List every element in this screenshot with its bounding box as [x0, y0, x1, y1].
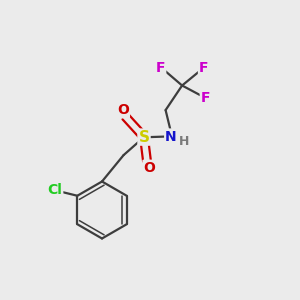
Text: H: H — [179, 135, 190, 148]
Text: N: N — [165, 130, 177, 143]
Text: O: O — [143, 161, 155, 175]
Text: S: S — [139, 130, 149, 145]
Text: F: F — [156, 61, 165, 74]
Text: O: O — [117, 103, 129, 117]
Text: F: F — [201, 91, 210, 104]
Text: Cl: Cl — [47, 183, 62, 197]
Text: F: F — [199, 61, 208, 75]
